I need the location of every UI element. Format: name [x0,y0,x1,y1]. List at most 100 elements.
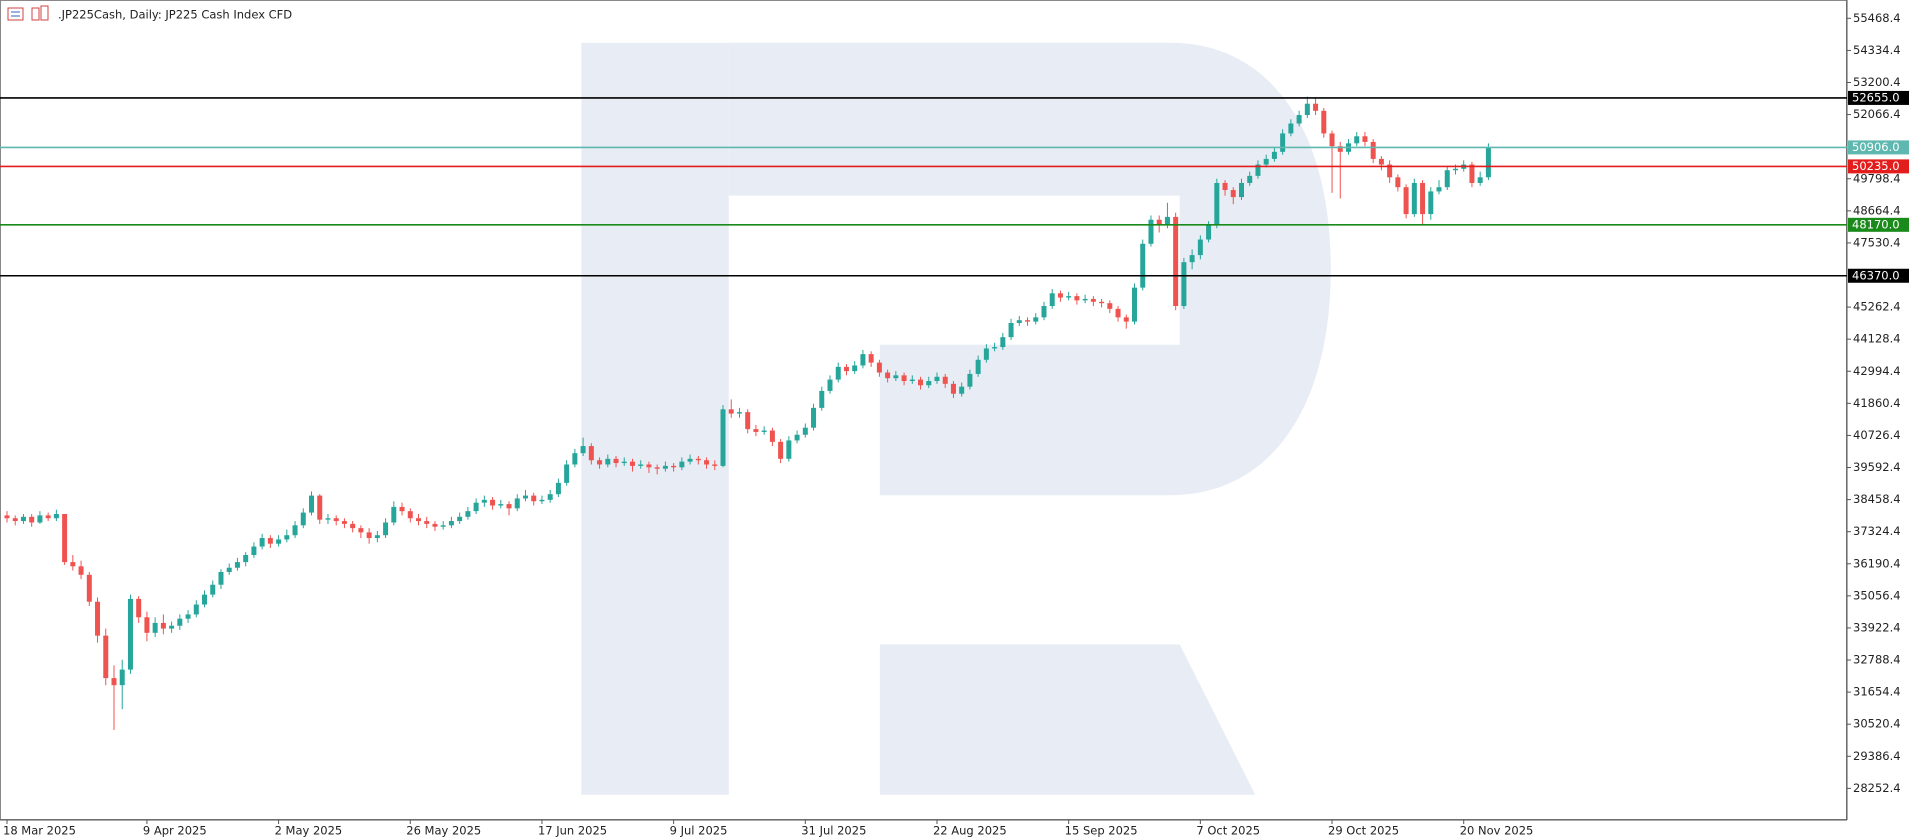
candle-body [893,375,899,379]
candle-body [950,383,956,394]
candle-body [654,467,660,469]
candle-body [1074,296,1080,301]
candle-body [621,461,627,464]
candle-body [959,386,965,394]
candle-body [1049,293,1055,307]
candle-body [1280,133,1286,152]
candle-body [292,525,298,536]
candle-body [1337,146,1343,152]
candle-body [383,522,389,536]
y-tick-label: 44128.4 [1853,332,1901,346]
candle-body [1436,187,1442,192]
candle-body [1403,187,1409,215]
level-label: 50235.0 [1852,159,1900,173]
candle-body [276,539,282,544]
candle-body [473,502,479,512]
candle-body [103,635,109,679]
candle-body [45,515,51,519]
level-label: 46370.0 [1852,268,1900,282]
candle-body [1025,320,1031,322]
candle-body [1288,123,1294,134]
y-tick-label: 52066.4 [1853,107,1901,121]
candle-body [366,532,372,539]
candle-body [992,347,998,349]
candle-body [432,523,438,527]
candle-body [185,614,191,619]
candle-body [646,464,652,468]
icon-list[interactable] [7,7,24,21]
candle-body [169,625,175,629]
candle-body [440,525,446,527]
icon-bars[interactable] [31,7,40,21]
level-label: 52655.0 [1852,90,1900,104]
candle-body [465,511,471,517]
y-tick-label: 47530.4 [1853,235,1901,249]
candle-body [802,427,808,435]
y-tick-label: 35056.4 [1853,588,1901,602]
candle-body [111,678,117,686]
candle-body [490,499,496,506]
watermark [581,42,1331,795]
y-tick-label: 36190.4 [1853,556,1901,570]
candle-body [53,513,59,519]
candle-body [317,495,323,520]
candle-body [1066,296,1072,298]
candle-body [424,521,430,524]
candle-body [37,515,43,523]
candle-body [728,409,734,414]
candle-body [498,504,504,506]
x-tick-label: 7 Oct 2025 [1196,824,1260,838]
candle-body [605,458,611,465]
candle-body [325,518,331,520]
candle-body [1140,243,1146,288]
candle-body [144,617,150,633]
icon-bars[interactable] [40,5,49,21]
candle-body [720,409,726,466]
candle-body [786,440,792,459]
candle-body [1263,158,1269,165]
y-tick-label: 45262.4 [1853,300,1901,314]
x-tick-label: 18 Mar 2025 [3,824,76,838]
candle-body [1239,182,1244,198]
candle-body [1395,177,1401,188]
candle-body [1378,158,1384,165]
candle-body [778,441,784,459]
x-tick-label: 17 Jun 2025 [538,824,607,838]
level-label-box [1848,159,1909,174]
candle-body [687,458,693,462]
candle-body [136,598,142,618]
candle-body [4,515,10,519]
candle-body [407,511,413,519]
candle-body [901,375,907,382]
candle-body [975,359,981,374]
candle-body [926,381,932,386]
candle-body [852,365,858,372]
candle-body [1485,147,1491,178]
toolbar-icons[interactable] [7,5,49,21]
y-tick-label: 41860.4 [1853,396,1901,410]
x-tick-label: 15 Sep 2025 [1065,824,1138,838]
candle-body [284,535,290,540]
y-tick-label: 33922.4 [1853,620,1901,634]
candle-body [934,376,940,382]
candle-body [62,513,68,563]
candle-body [885,372,891,379]
candle-body [547,494,553,500]
x-tick-label: 26 May 2025 [406,824,481,838]
y-tick-label: 53200.4 [1853,75,1901,89]
candle-body [811,407,817,428]
candle-body [1057,293,1063,298]
candle-body [70,562,76,567]
candle-body [333,518,339,522]
candle-body [539,499,545,502]
candle-body [819,390,825,408]
candle-body [119,669,125,686]
y-tick-label: 28252.4 [1853,781,1901,795]
y-tick-label: 39592.4 [1853,460,1901,474]
y-tick-label: 40726.4 [1853,428,1901,442]
level-label: 50906.0 [1852,140,1900,154]
candle-body [1296,115,1302,124]
candle-body [226,567,232,572]
candle-body [564,464,570,483]
candle-body [160,622,166,629]
